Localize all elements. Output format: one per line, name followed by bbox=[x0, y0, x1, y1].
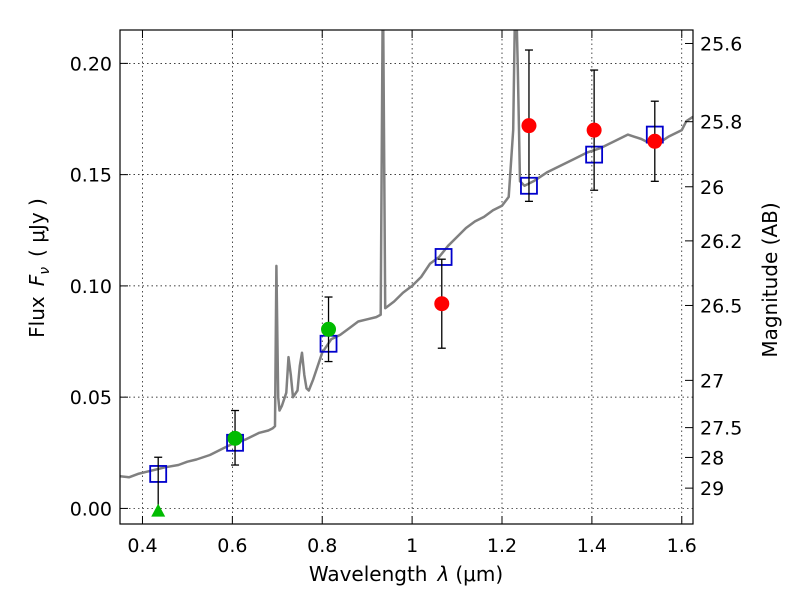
y2-axis-label: Magnitude (AB) bbox=[758, 202, 782, 357]
data-layer bbox=[120, 30, 693, 517]
model-photometry-square bbox=[434, 248, 453, 266]
y-tick-label: 0.10 bbox=[70, 276, 112, 298]
y-tick-label: 0.05 bbox=[70, 387, 112, 409]
x-tick-label: 1 bbox=[406, 535, 418, 557]
grid bbox=[120, 30, 693, 524]
mag-tick-label: 27 bbox=[700, 370, 724, 392]
y-tick-label: 0.20 bbox=[70, 53, 112, 75]
x-tick-label: 0.8 bbox=[307, 535, 337, 557]
x-axis-label: Wavelength λ (μm) bbox=[309, 562, 503, 586]
x-tick-label: 1.4 bbox=[577, 535, 607, 557]
observed-nir-point bbox=[521, 118, 537, 134]
mag-tick-label: 26.5 bbox=[700, 295, 742, 317]
observed-optical-point bbox=[227, 430, 243, 446]
spectrum-line bbox=[120, 30, 693, 479]
observed-optical-point bbox=[321, 321, 337, 337]
mag-tick-label: 25.8 bbox=[700, 112, 742, 134]
mag-tick-label: 25.6 bbox=[700, 33, 742, 55]
mag-tick-label: 29 bbox=[700, 478, 724, 500]
mag-tick-label: 26.2 bbox=[700, 231, 742, 253]
observed-nir-point bbox=[647, 133, 663, 149]
y-axis-label: FluxFν( μJy ) bbox=[25, 198, 53, 338]
y-tick-label: 0.00 bbox=[70, 498, 112, 520]
plot-frame bbox=[119, 29, 694, 525]
mag-tick-label: 28 bbox=[700, 447, 724, 469]
observed-nir-point bbox=[434, 296, 450, 312]
axes: 0.4 0.6 0.8 1 1.2 1.4 1.6 0.00 0.05 0.10 0.15 0.20 2… bbox=[70, 30, 742, 557]
mag-tick-label: 26 bbox=[700, 177, 724, 199]
x-tick-label: 0.4 bbox=[127, 535, 157, 557]
plot-background bbox=[120, 30, 693, 524]
x-tick-label: 0.6 bbox=[217, 535, 247, 557]
x-tick-label: 1.2 bbox=[487, 535, 517, 557]
y-tick-label: 0.15 bbox=[70, 165, 112, 187]
mag-tick-label: 27.5 bbox=[700, 418, 742, 440]
upper-limit-triangle bbox=[151, 503, 166, 517]
x-tick-label: 1.6 bbox=[667, 535, 697, 557]
observed-nir-point bbox=[586, 122, 602, 138]
